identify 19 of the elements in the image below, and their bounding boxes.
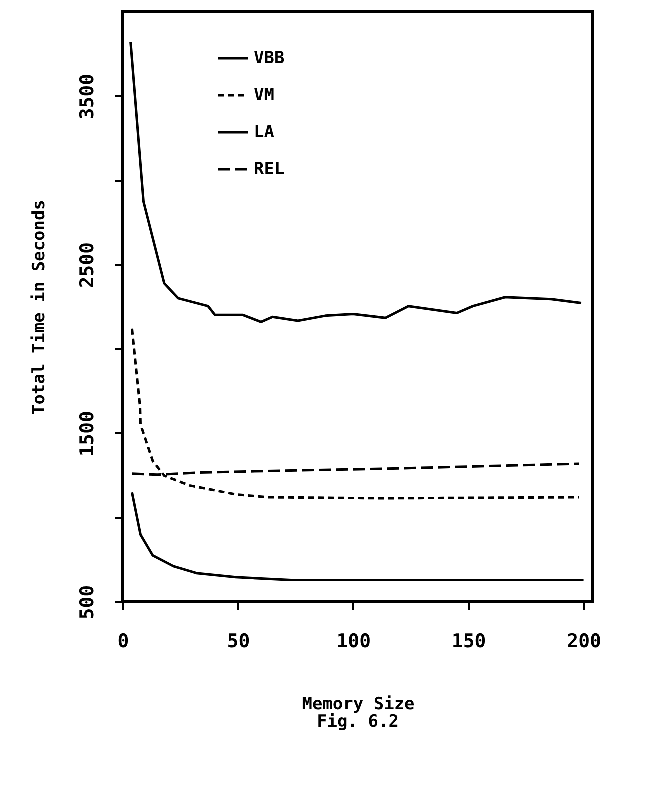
x-tick-label: 0 <box>118 630 130 652</box>
line-series <box>130 491 586 582</box>
caption: Fig. 6.2 <box>317 712 399 732</box>
x-axis-title: Memory Size <box>302 694 415 714</box>
legend-label: LA <box>254 122 274 142</box>
line-series <box>130 41 583 324</box>
y-tick-label: 2500 <box>76 242 98 288</box>
y-tick-label: 3500 <box>76 74 98 120</box>
legend-label: VBB <box>254 48 285 68</box>
y-axis-title: Total Time in Seconds <box>30 200 50 415</box>
legend-label: REL <box>254 160 285 180</box>
line-series <box>130 328 580 500</box>
x-tick-label: 150 <box>452 630 486 652</box>
y-tick-label: 1500 <box>76 411 98 457</box>
x-tick-label: 200 <box>567 630 602 652</box>
x-tick-label: 100 <box>336 630 372 652</box>
x-tick-label: 50 <box>227 630 250 652</box>
y-tick-label: 500 <box>76 585 98 620</box>
legend-label: VM <box>254 86 274 106</box>
